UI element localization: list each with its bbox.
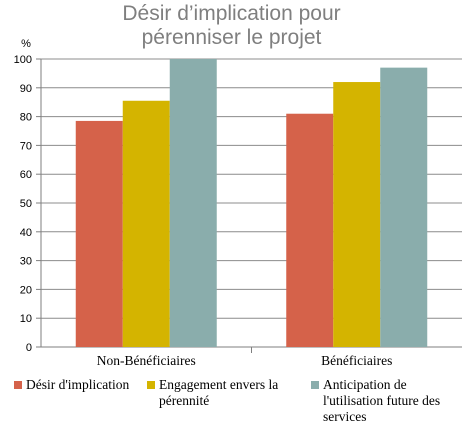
legend-label-2-2: services: [323, 409, 367, 424]
legend-swatch-0: [14, 381, 22, 389]
legend-label-2-0: Anticipation de: [323, 377, 407, 392]
legend-swatch-1: [147, 381, 155, 389]
legend-label-2-1: l'utilisation future des: [323, 393, 441, 408]
chart-title-line-1: Désir d’implication pour: [122, 2, 341, 25]
legend-label-1-1: pérennité: [159, 393, 210, 408]
y-axis-label: %: [21, 38, 31, 50]
y-tick-label-40: 40: [20, 227, 32, 239]
y-tick-label-80: 80: [20, 112, 32, 124]
y-tick-label-50: 50: [20, 198, 32, 210]
legend-label-1-0: Engagement envers la: [159, 377, 279, 392]
y-tick-label-10: 10: [20, 313, 32, 325]
chart-title-line-2: pérenniser le projet: [141, 26, 322, 49]
legend-label-0-0: Désir d'implication: [26, 377, 130, 392]
x-tick-label-0: Non-Bénéficiaires: [97, 353, 196, 368]
y-tick-label-0: 0: [26, 342, 32, 354]
y-tick-label-60: 60: [20, 169, 32, 181]
y-tick-label-30: 30: [20, 256, 32, 268]
y-tick-label-70: 70: [20, 140, 32, 152]
y-tick-label-100: 100: [14, 54, 32, 66]
bar-1-1: [333, 82, 381, 347]
y-tick-label-20: 20: [20, 284, 32, 296]
bar-0-2: [169, 59, 217, 347]
legend-swatch-2: [311, 381, 319, 389]
bar-1-2: [380, 67, 428, 347]
y-tick-label-90: 90: [20, 83, 32, 95]
bar-0-0: [75, 120, 123, 347]
x-tick-label-1: Bénéficiaires: [321, 353, 392, 368]
bar-1-0: [286, 113, 334, 347]
bar-0-1: [122, 100, 170, 347]
